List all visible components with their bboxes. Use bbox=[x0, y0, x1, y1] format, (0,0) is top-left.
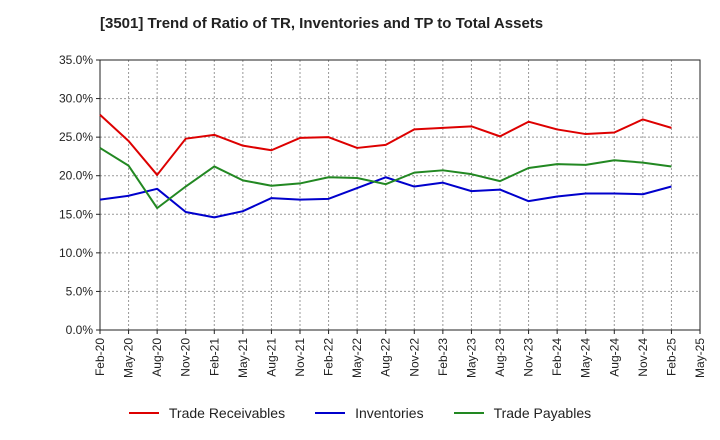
x-tick-label: Feb-23 bbox=[436, 338, 450, 376]
x-tick-label: May-23 bbox=[464, 338, 478, 378]
x-tick-label: May-21 bbox=[236, 338, 250, 378]
x-tick-label: Aug-23 bbox=[493, 338, 507, 377]
x-tick-label: Aug-21 bbox=[264, 338, 278, 377]
plot-frame bbox=[99, 59, 701, 331]
legend-label: Trade Payables bbox=[493, 405, 592, 421]
legend-swatch bbox=[315, 412, 346, 414]
x-tick-label: Aug-22 bbox=[379, 338, 393, 377]
x-tick-label: Nov-23 bbox=[522, 338, 536, 377]
x-tick-label: May-24 bbox=[579, 338, 593, 378]
grid bbox=[100, 60, 700, 330]
legend-item: Inventories bbox=[315, 405, 424, 421]
x-tick-label: May-25 bbox=[693, 338, 707, 378]
series-line-trade-payables bbox=[99, 147, 672, 210]
x-tick-label: Feb-25 bbox=[664, 338, 678, 376]
y-tick-label: 20.0% bbox=[59, 169, 93, 183]
legend-label: Inventories bbox=[355, 405, 424, 421]
series-line-inventories bbox=[99, 176, 672, 219]
series bbox=[99, 114, 672, 219]
x-tick-label: Aug-20 bbox=[150, 338, 164, 377]
x-tick-label: Feb-24 bbox=[550, 338, 564, 376]
y-tick-label: 25.0% bbox=[59, 130, 93, 144]
x-tick-label: Nov-20 bbox=[179, 338, 193, 377]
x-tick-label: Nov-24 bbox=[636, 338, 650, 377]
y-tick-label: 35.0% bbox=[59, 53, 93, 67]
x-tick-label: Feb-20 bbox=[93, 338, 107, 376]
x-tick-label: Feb-21 bbox=[207, 338, 221, 376]
legend-label: Trade Receivables bbox=[168, 405, 286, 421]
y-tick-label: 15.0% bbox=[59, 207, 93, 221]
legend-swatch bbox=[128, 412, 159, 414]
x-tick-label: May-22 bbox=[350, 338, 364, 378]
chart-title: [3501] Trend of Ratio of TR, Inventories… bbox=[100, 15, 544, 32]
x-tick-label: May-20 bbox=[122, 338, 136, 378]
x-tick-label: Nov-21 bbox=[293, 338, 307, 377]
x-tick-label: Feb-22 bbox=[322, 338, 336, 376]
y-tick-label: 5.0% bbox=[66, 284, 94, 298]
legend: Trade Receivables Inventories Trade Payabl… bbox=[0, 405, 720, 421]
y-tick-label: 0.0% bbox=[66, 323, 94, 337]
x-tick-label: Nov-22 bbox=[407, 338, 421, 377]
axes: Feb-20 May-20 Aug-20 Nov-20 Feb-21 May-21 Aug-… bbox=[59, 53, 707, 378]
y-tick-label: 30.0% bbox=[59, 92, 93, 106]
y-tick-label: 10.0% bbox=[59, 246, 93, 260]
series-line-trade-receivables bbox=[99, 114, 672, 176]
legend-item: Trade Payables bbox=[453, 405, 592, 421]
legend-swatch bbox=[453, 412, 484, 414]
x-tick-label: Aug-24 bbox=[607, 338, 621, 377]
legend-item: Trade Receivables bbox=[128, 405, 286, 421]
